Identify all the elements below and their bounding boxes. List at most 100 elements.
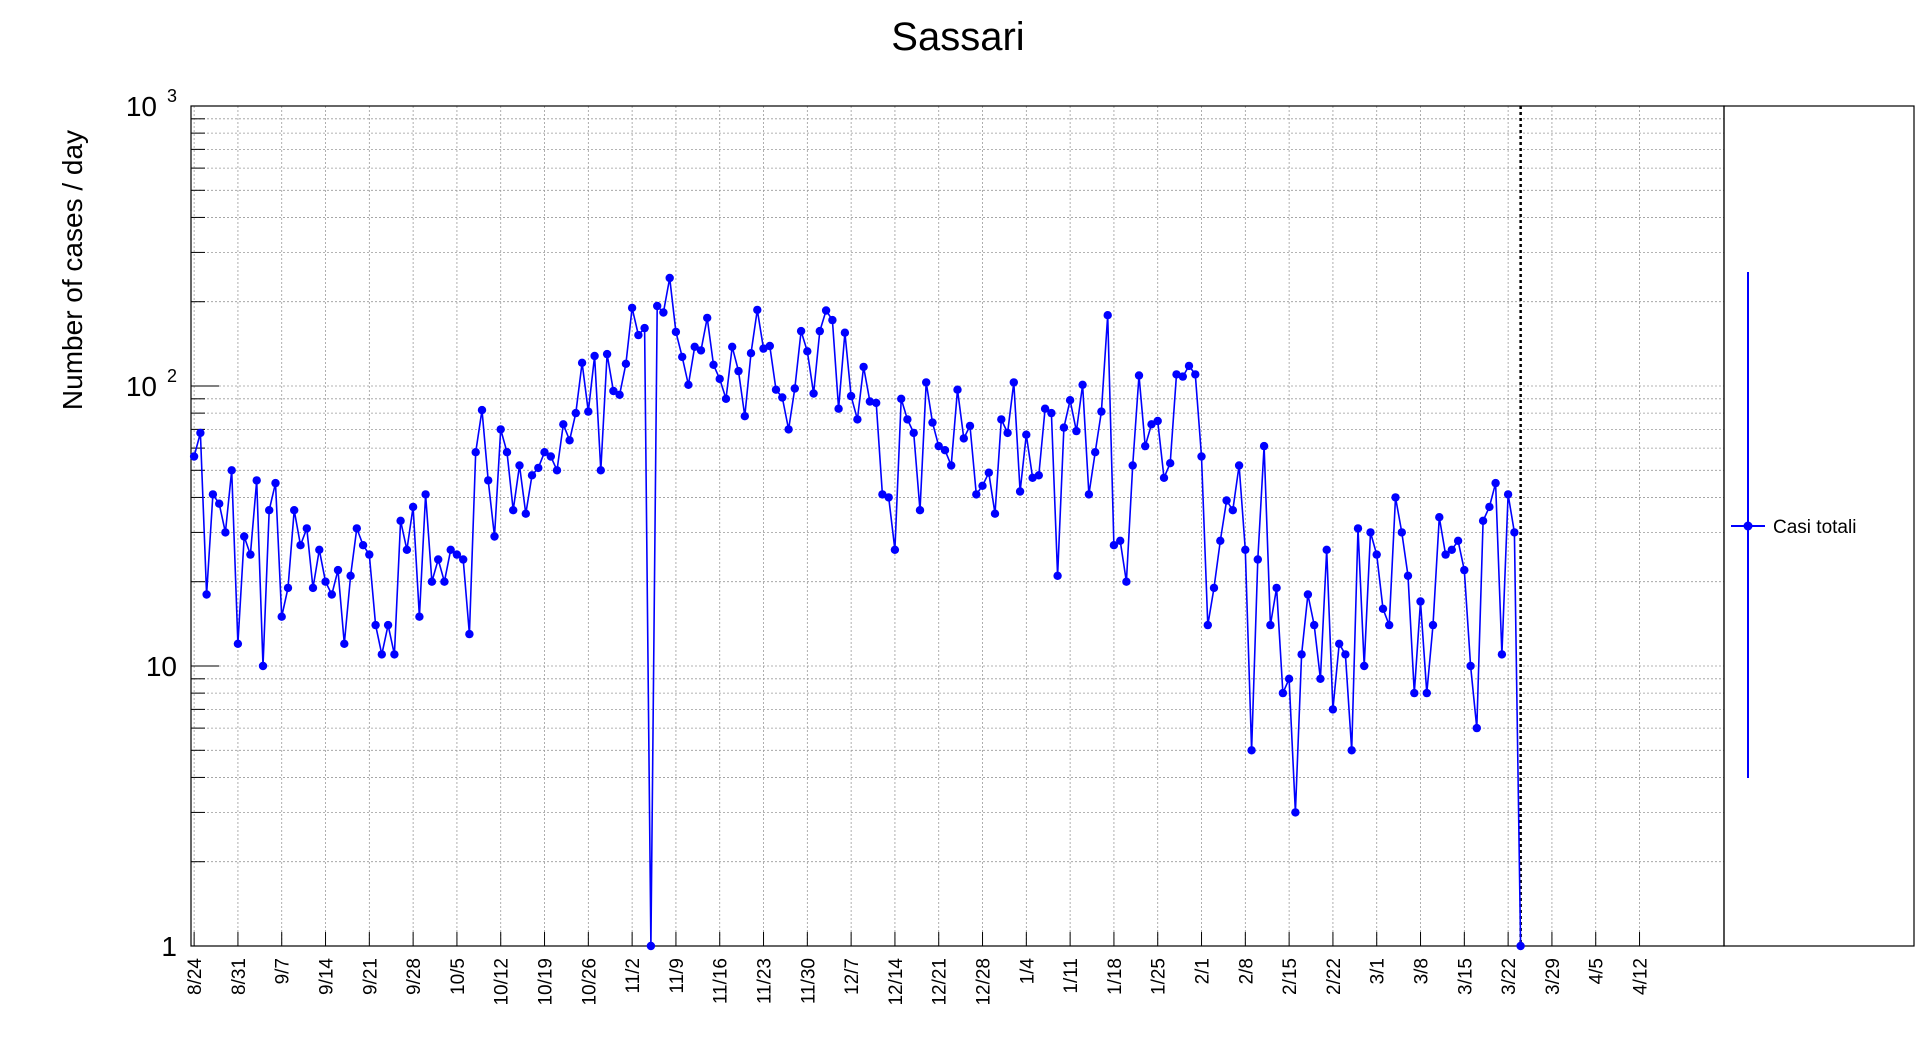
data-point [928, 418, 937, 427]
data-point [1303, 590, 1313, 599]
data-point [1510, 528, 1519, 537]
x-tick-label: 11/2 [623, 958, 644, 994]
data-point [415, 612, 424, 621]
data-point [1297, 650, 1306, 659]
data-point [484, 476, 493, 485]
x-tick-label: 10/26 [579, 958, 600, 1006]
data-point [990, 509, 1000, 518]
data-point [1003, 428, 1012, 438]
data-point [577, 358, 587, 367]
data-point [621, 359, 631, 368]
data-point [290, 506, 299, 515]
data-point [321, 577, 330, 586]
data-point [271, 478, 280, 488]
data-point [1122, 577, 1131, 586]
x-tick-label: 8/31 [229, 958, 250, 995]
x-tick-label: 4/12 [1631, 958, 1652, 995]
data-point [584, 407, 593, 416]
data-point [1253, 555, 1263, 564]
data-point [740, 412, 749, 421]
data-point [859, 362, 868, 372]
data-point [934, 441, 943, 451]
data-point [640, 323, 649, 333]
data-point [534, 463, 543, 473]
data-point [1410, 688, 1419, 698]
data-point [1516, 941, 1525, 951]
x-tick-label: 9/14 [317, 958, 338, 995]
data-point [1466, 661, 1475, 671]
data-point [552, 466, 562, 475]
data-point [559, 420, 568, 429]
data-point [233, 639, 243, 648]
x-tick-label: 12/7 [842, 958, 863, 995]
data-point [1372, 550, 1381, 559]
data-point [884, 493, 893, 502]
data-point [1103, 311, 1112, 320]
data-point [490, 532, 499, 541]
x-tick-label: 11/9 [667, 958, 688, 994]
data-point [1009, 378, 1018, 387]
data-point [715, 374, 724, 384]
data-point [790, 384, 799, 393]
data-point [1316, 674, 1325, 683]
data-point [1259, 441, 1269, 451]
x-tick-label: 10/19 [536, 958, 557, 1006]
data-point [390, 650, 399, 659]
data-point [1347, 746, 1356, 755]
data-point [803, 347, 812, 356]
data-point [1134, 371, 1144, 380]
data-point [215, 499, 224, 508]
data-point [590, 351, 599, 361]
data-point [1472, 723, 1482, 733]
x-tick-label: 3/8 [1412, 958, 1433, 984]
data-point [1335, 639, 1344, 648]
y-tick-label: 10 [126, 371, 157, 402]
y-tick-label: 10 [146, 651, 177, 682]
data-point [1153, 416, 1162, 426]
x-tick-label: 3/15 [1455, 958, 1476, 995]
data-point [515, 461, 524, 470]
data-point [1453, 536, 1463, 545]
data-point [1091, 448, 1100, 457]
data-point [1178, 372, 1188, 381]
data-point [1222, 496, 1231, 505]
data-point [240, 532, 249, 541]
x-tick-label: 10/12 [492, 958, 513, 1006]
x-tick-label: 2/1 [1193, 958, 1214, 984]
x-tick-label: 12/21 [930, 958, 951, 1006]
x-tick-label: 3/29 [1543, 958, 1564, 995]
x-tick-label: 1/18 [1105, 958, 1126, 995]
data-point [771, 385, 781, 394]
x-tick-label: 2/8 [1236, 958, 1257, 984]
data-point [196, 428, 205, 438]
data-point [728, 342, 737, 351]
data-point [1059, 423, 1069, 432]
data-point [947, 461, 956, 470]
data-point [1015, 487, 1025, 496]
x-tick-label: 1/11 [1061, 958, 1082, 994]
data-point [828, 315, 837, 325]
data-point [1491, 478, 1500, 488]
data-point [897, 394, 906, 403]
data-point [452, 550, 462, 559]
data-point [778, 393, 787, 402]
data-point [1478, 516, 1488, 525]
y-axis-label: Number of cases / day [57, 130, 88, 410]
x-tick-label: 10/5 [448, 958, 469, 995]
data-point [684, 380, 693, 389]
data-point [434, 555, 443, 564]
y-tick-labels: 1 10 10 2 10 3 [126, 86, 177, 962]
data-point [346, 571, 355, 580]
data-point [602, 349, 612, 359]
data-point [1065, 396, 1075, 405]
data-point [1403, 571, 1413, 580]
data-point [984, 468, 993, 477]
data-point [565, 436, 574, 445]
data-point [796, 326, 806, 336]
chart-title: Sassari [891, 15, 1024, 59]
data-point [427, 577, 437, 586]
data-point [1428, 620, 1438, 630]
x-tick-label: 4/5 [1587, 958, 1608, 984]
data-point [865, 397, 875, 406]
data-point [959, 434, 968, 443]
